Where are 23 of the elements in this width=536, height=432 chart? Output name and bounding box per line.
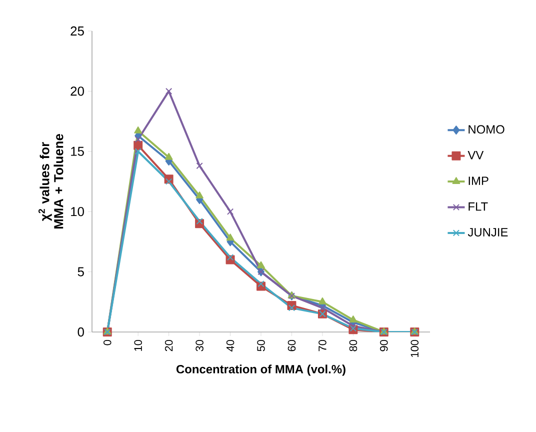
x-tick-label: 100 — [410, 340, 419, 357]
y-tick-label: 10 — [71, 207, 84, 216]
x-tick-label: 40 — [226, 340, 234, 352]
y-tick-label: 25 — [70, 26, 84, 36]
legend-label: FLT — [468, 202, 488, 211]
legend-label: NOMO — [468, 125, 504, 134]
y-tick-label: 20 — [70, 86, 84, 96]
legend-label: JUNJIE — [468, 228, 508, 236]
x-axis-title: Concentration of MMA (vol.%) — [176, 364, 346, 376]
x-tick-label: 60 — [288, 340, 296, 352]
y-tick-label: 15 — [71, 146, 84, 156]
x-tick-label: 70 — [318, 340, 326, 352]
x-tick-label: 30 — [196, 340, 204, 352]
x-tick-label: 80 — [349, 340, 358, 352]
y-tick-label: 0 — [78, 327, 84, 337]
legend-label: IMP — [468, 176, 488, 185]
x-tick-label: 10 — [134, 340, 142, 351]
y-tick-label: 5 — [78, 267, 84, 276]
legend-label: VV — [468, 151, 484, 160]
x-tick-label: 50 — [257, 340, 265, 352]
x-tick-label: 90 — [380, 340, 388, 352]
x-tick-label: 0 — [103, 340, 112, 346]
x-tick-label: 20 — [164, 340, 173, 352]
